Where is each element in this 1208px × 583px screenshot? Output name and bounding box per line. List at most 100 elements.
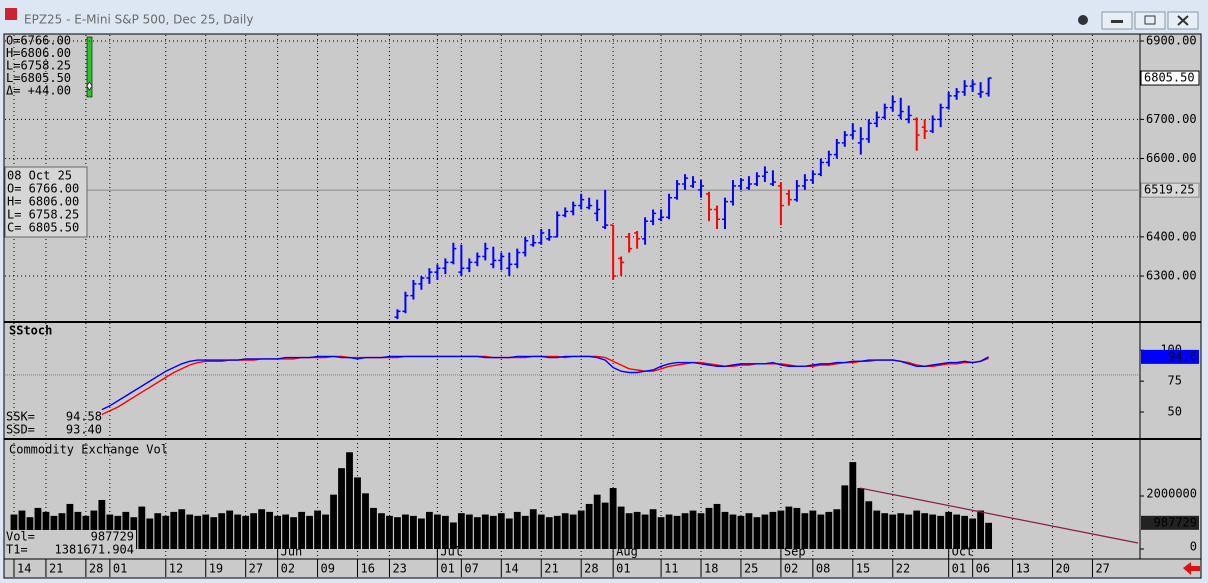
link-button[interactable]: [1078, 15, 1088, 25]
volume-bar: [481, 514, 489, 549]
volume-bar: [689, 510, 697, 549]
volume-bar: [402, 514, 409, 549]
y-tick-label: 75: [1168, 374, 1182, 388]
y-tick-label: 0: [1190, 539, 1197, 553]
volume-bar: [737, 515, 745, 549]
volume-bar: [665, 514, 673, 549]
volume-bar: [513, 511, 521, 549]
volume-bar: [753, 517, 761, 549]
volume-bar: [394, 517, 401, 549]
volume-bar: [553, 515, 561, 549]
last-value-box: [1141, 349, 1199, 364]
x-tick-label: 02: [281, 562, 295, 576]
volume-bar: [258, 509, 266, 549]
volume-bar: [585, 503, 593, 549]
panel-title: SStoch: [9, 324, 52, 338]
volume-bar: [529, 509, 537, 549]
panel-divider: [4, 321, 1201, 323]
x-tick-label: 13: [1016, 562, 1030, 576]
volume-bar: [545, 517, 553, 549]
volume-bar: [410, 515, 417, 549]
volume-bar: [601, 502, 609, 549]
y-tick-label: 6900.00: [1146, 34, 1197, 48]
x-tick-label: 20: [1056, 562, 1070, 576]
month-label: Aug: [616, 545, 638, 559]
readout-label: Vol=: [6, 530, 35, 544]
x-tick-label: 01: [440, 562, 454, 576]
range-indicator: [86, 36, 93, 98]
icon: [1144, 15, 1156, 25]
volume-bar: [969, 518, 977, 549]
volume-bar: [841, 485, 849, 549]
month-label: Sep: [784, 545, 806, 559]
volume-bar: [433, 514, 441, 549]
date-box: [4, 166, 88, 238]
volume-bar: [178, 509, 186, 549]
volume-bar: [354, 477, 361, 549]
date-box-line: O= 6766.00: [7, 182, 79, 196]
volume-bar: [250, 513, 258, 549]
volume-bar: [330, 494, 337, 549]
volume-bar: [945, 511, 953, 549]
scroll-arrow[interactable]: [1183, 562, 1200, 575]
window-title: EPZ25 - E-Mini S&P 500, Dec 25, Daily: [24, 13, 253, 27]
volume-bar: [705, 507, 713, 549]
volume-bar: [98, 499, 106, 549]
volume-bar: [266, 511, 274, 549]
info-line: O=6766.00: [6, 34, 71, 48]
volume-bar: [577, 510, 585, 549]
volume-bar: [865, 501, 873, 549]
volume-bar: [721, 511, 729, 549]
volume-bar: [162, 515, 170, 549]
last-value-label: 987729: [1154, 515, 1197, 529]
date-box-line: L= 6758.25: [7, 208, 79, 222]
volume-bar: [298, 511, 305, 549]
volume-bar: [777, 510, 785, 549]
volume-bar: [186, 514, 194, 549]
date-box-line: 08 Oct 25: [7, 169, 72, 183]
volume-bar: [769, 511, 777, 549]
volume-bar: [282, 514, 290, 549]
volume-bar: [633, 511, 641, 549]
x-tick-label: 02: [784, 562, 798, 576]
x-tick-label: 14: [504, 562, 518, 576]
volume-bar: [194, 515, 202, 549]
volume-bar: [857, 488, 865, 549]
info-line: L=6758.25: [6, 59, 71, 73]
volume-bar: [346, 452, 353, 549]
stoch-line: [101, 355, 989, 411]
x-tick-label: 27: [1095, 562, 1109, 576]
volume-bar: [505, 518, 513, 549]
app-icon: [5, 8, 17, 20]
date-box-line: H= 6806.00: [7, 195, 79, 209]
volume-bar: [290, 517, 297, 549]
restore-button[interactable]: [1134, 11, 1166, 30]
volume-bar: [473, 517, 481, 549]
volume-bar: [625, 513, 633, 549]
volume-bar: [322, 514, 329, 549]
x-tick-label: 27: [249, 562, 263, 576]
volume-bar: [881, 513, 889, 549]
x-tick-label: 06: [976, 562, 990, 576]
volume-bar: [825, 511, 833, 549]
x-tick-label: 22: [896, 562, 910, 576]
icon: [1177, 15, 1189, 26]
volume-bar: [338, 468, 345, 549]
x-tick-label: 19: [209, 562, 223, 576]
x-tick-label: 01: [616, 562, 630, 576]
info-line: H=6806.00: [6, 46, 71, 60]
x-tick-label: 18: [704, 562, 718, 576]
readout-box: [5, 530, 136, 558]
x-tick-label: 11: [664, 562, 678, 576]
month-label: Oct: [952, 545, 974, 559]
x-tick-label: 09: [321, 562, 335, 576]
chart-area: [3, 33, 1202, 579]
volume-bar: [449, 522, 457, 549]
volume-bar: [657, 517, 665, 549]
volume-bar: [897, 513, 905, 549]
volume-bar: [745, 513, 753, 549]
volume-bar: [641, 514, 649, 549]
readout-label: T1=: [6, 543, 28, 557]
volume-bar: [521, 515, 529, 549]
